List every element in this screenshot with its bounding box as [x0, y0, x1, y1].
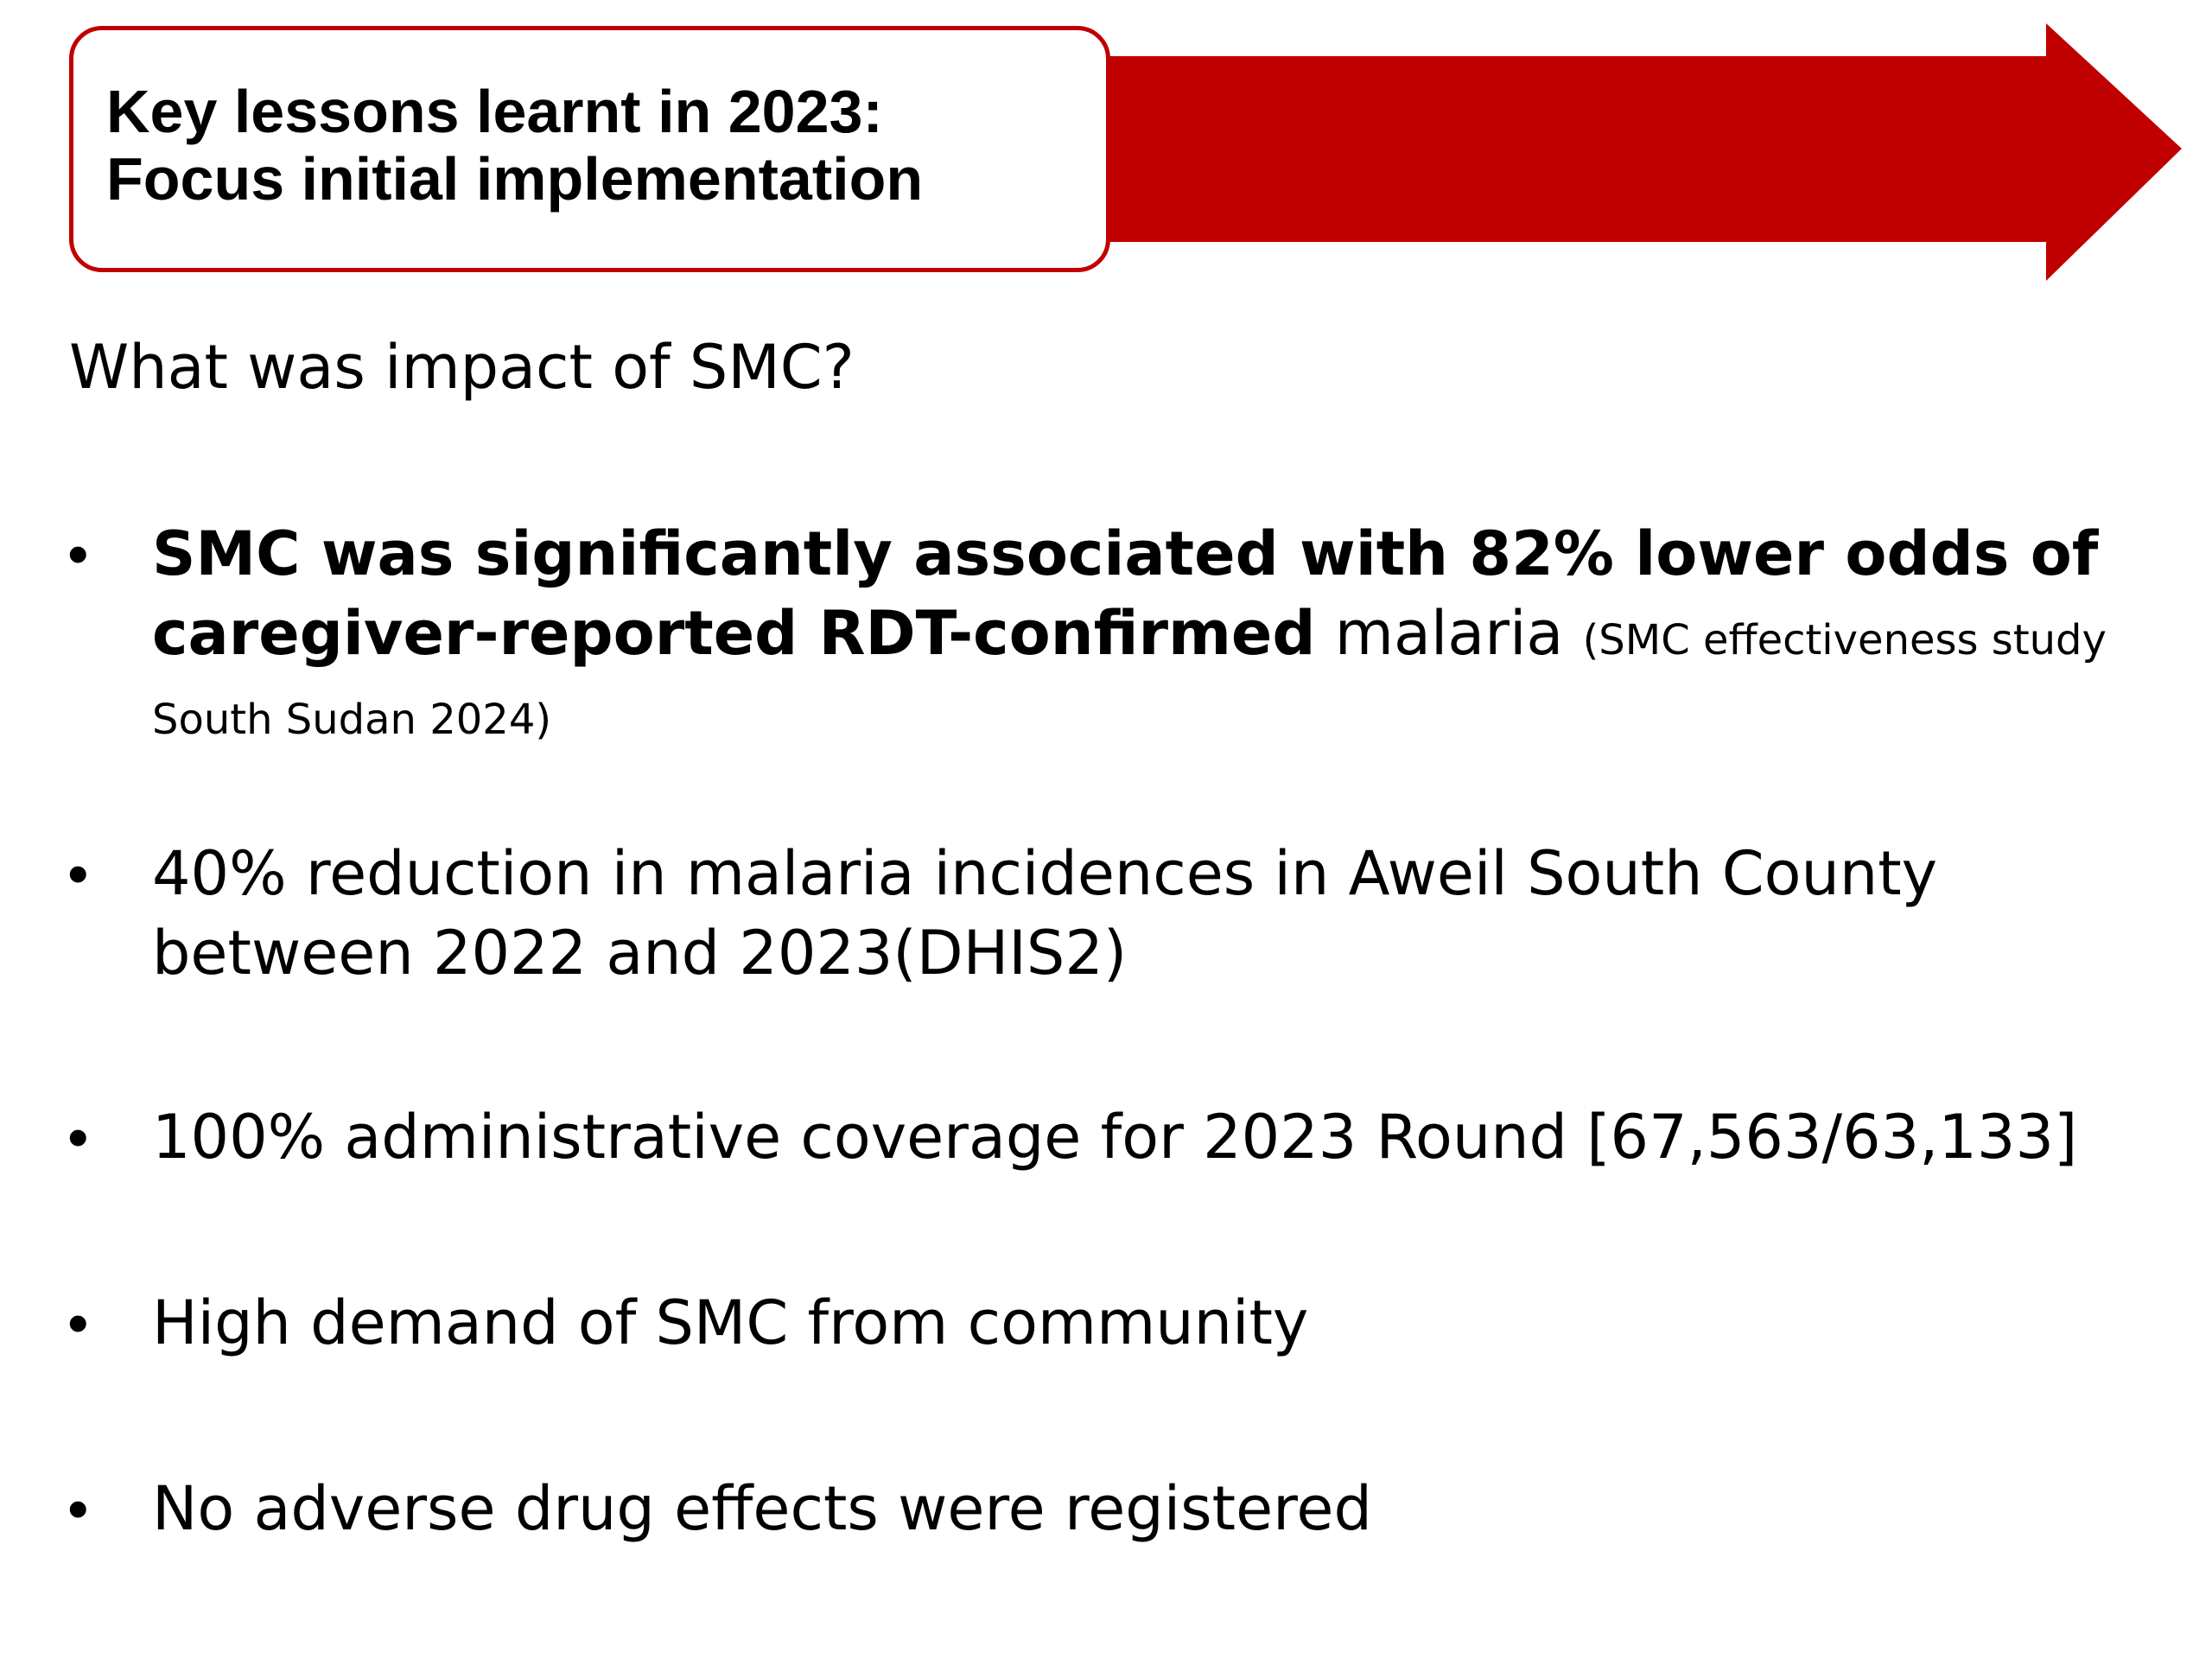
bullet-text: High demand of SMC from community — [152, 1287, 1309, 1358]
list-item: • High demand of SMC from community — [67, 1283, 2124, 1363]
list-item: • 100% administrative coverage for 2023 … — [67, 1097, 2124, 1177]
list-item: • No adverse drug effects were registere… — [67, 1469, 2124, 1548]
bullet-marker: • — [67, 840, 89, 907]
bullet-source-note: (SMC effectiveness study South Sudan 202… — [152, 616, 2107, 744]
bullet-marker: • — [67, 520, 89, 588]
bullet-marker: • — [67, 1103, 89, 1171]
bullet-text: No adverse drug effects were registered — [152, 1473, 1372, 1544]
bullet-text: 40% reduction in malaria incidences in A… — [152, 838, 1938, 988]
bullet-marker: • — [67, 1475, 89, 1542]
bullet-text: SMC was significantly associated with 82… — [152, 514, 2124, 753]
bullet-bold-text: SMC was significantly associated with 82… — [152, 518, 2099, 669]
bullet-regular-text: malaria — [1315, 598, 1583, 669]
red-arrow-banner — [1071, 23, 2182, 281]
title-box: Key lessons learnt in 2023: Focus initia… — [69, 26, 1110, 272]
arrow-shape — [1071, 23, 2182, 281]
list-item: • 40% reduction in malaria incidences in… — [67, 834, 2124, 993]
bullet-marker: • — [67, 1289, 89, 1357]
title-line-1: Key lessons learnt in 2023: — [106, 77, 883, 145]
list-item: • SMC was significantly associated with … — [67, 514, 2124, 753]
title-line-2: Focus initial implementation — [106, 144, 924, 213]
section-question: What was impact of SMC? — [69, 332, 855, 403]
bullet-text: 100% administrative coverage for 2023 Ro… — [152, 1102, 2078, 1173]
